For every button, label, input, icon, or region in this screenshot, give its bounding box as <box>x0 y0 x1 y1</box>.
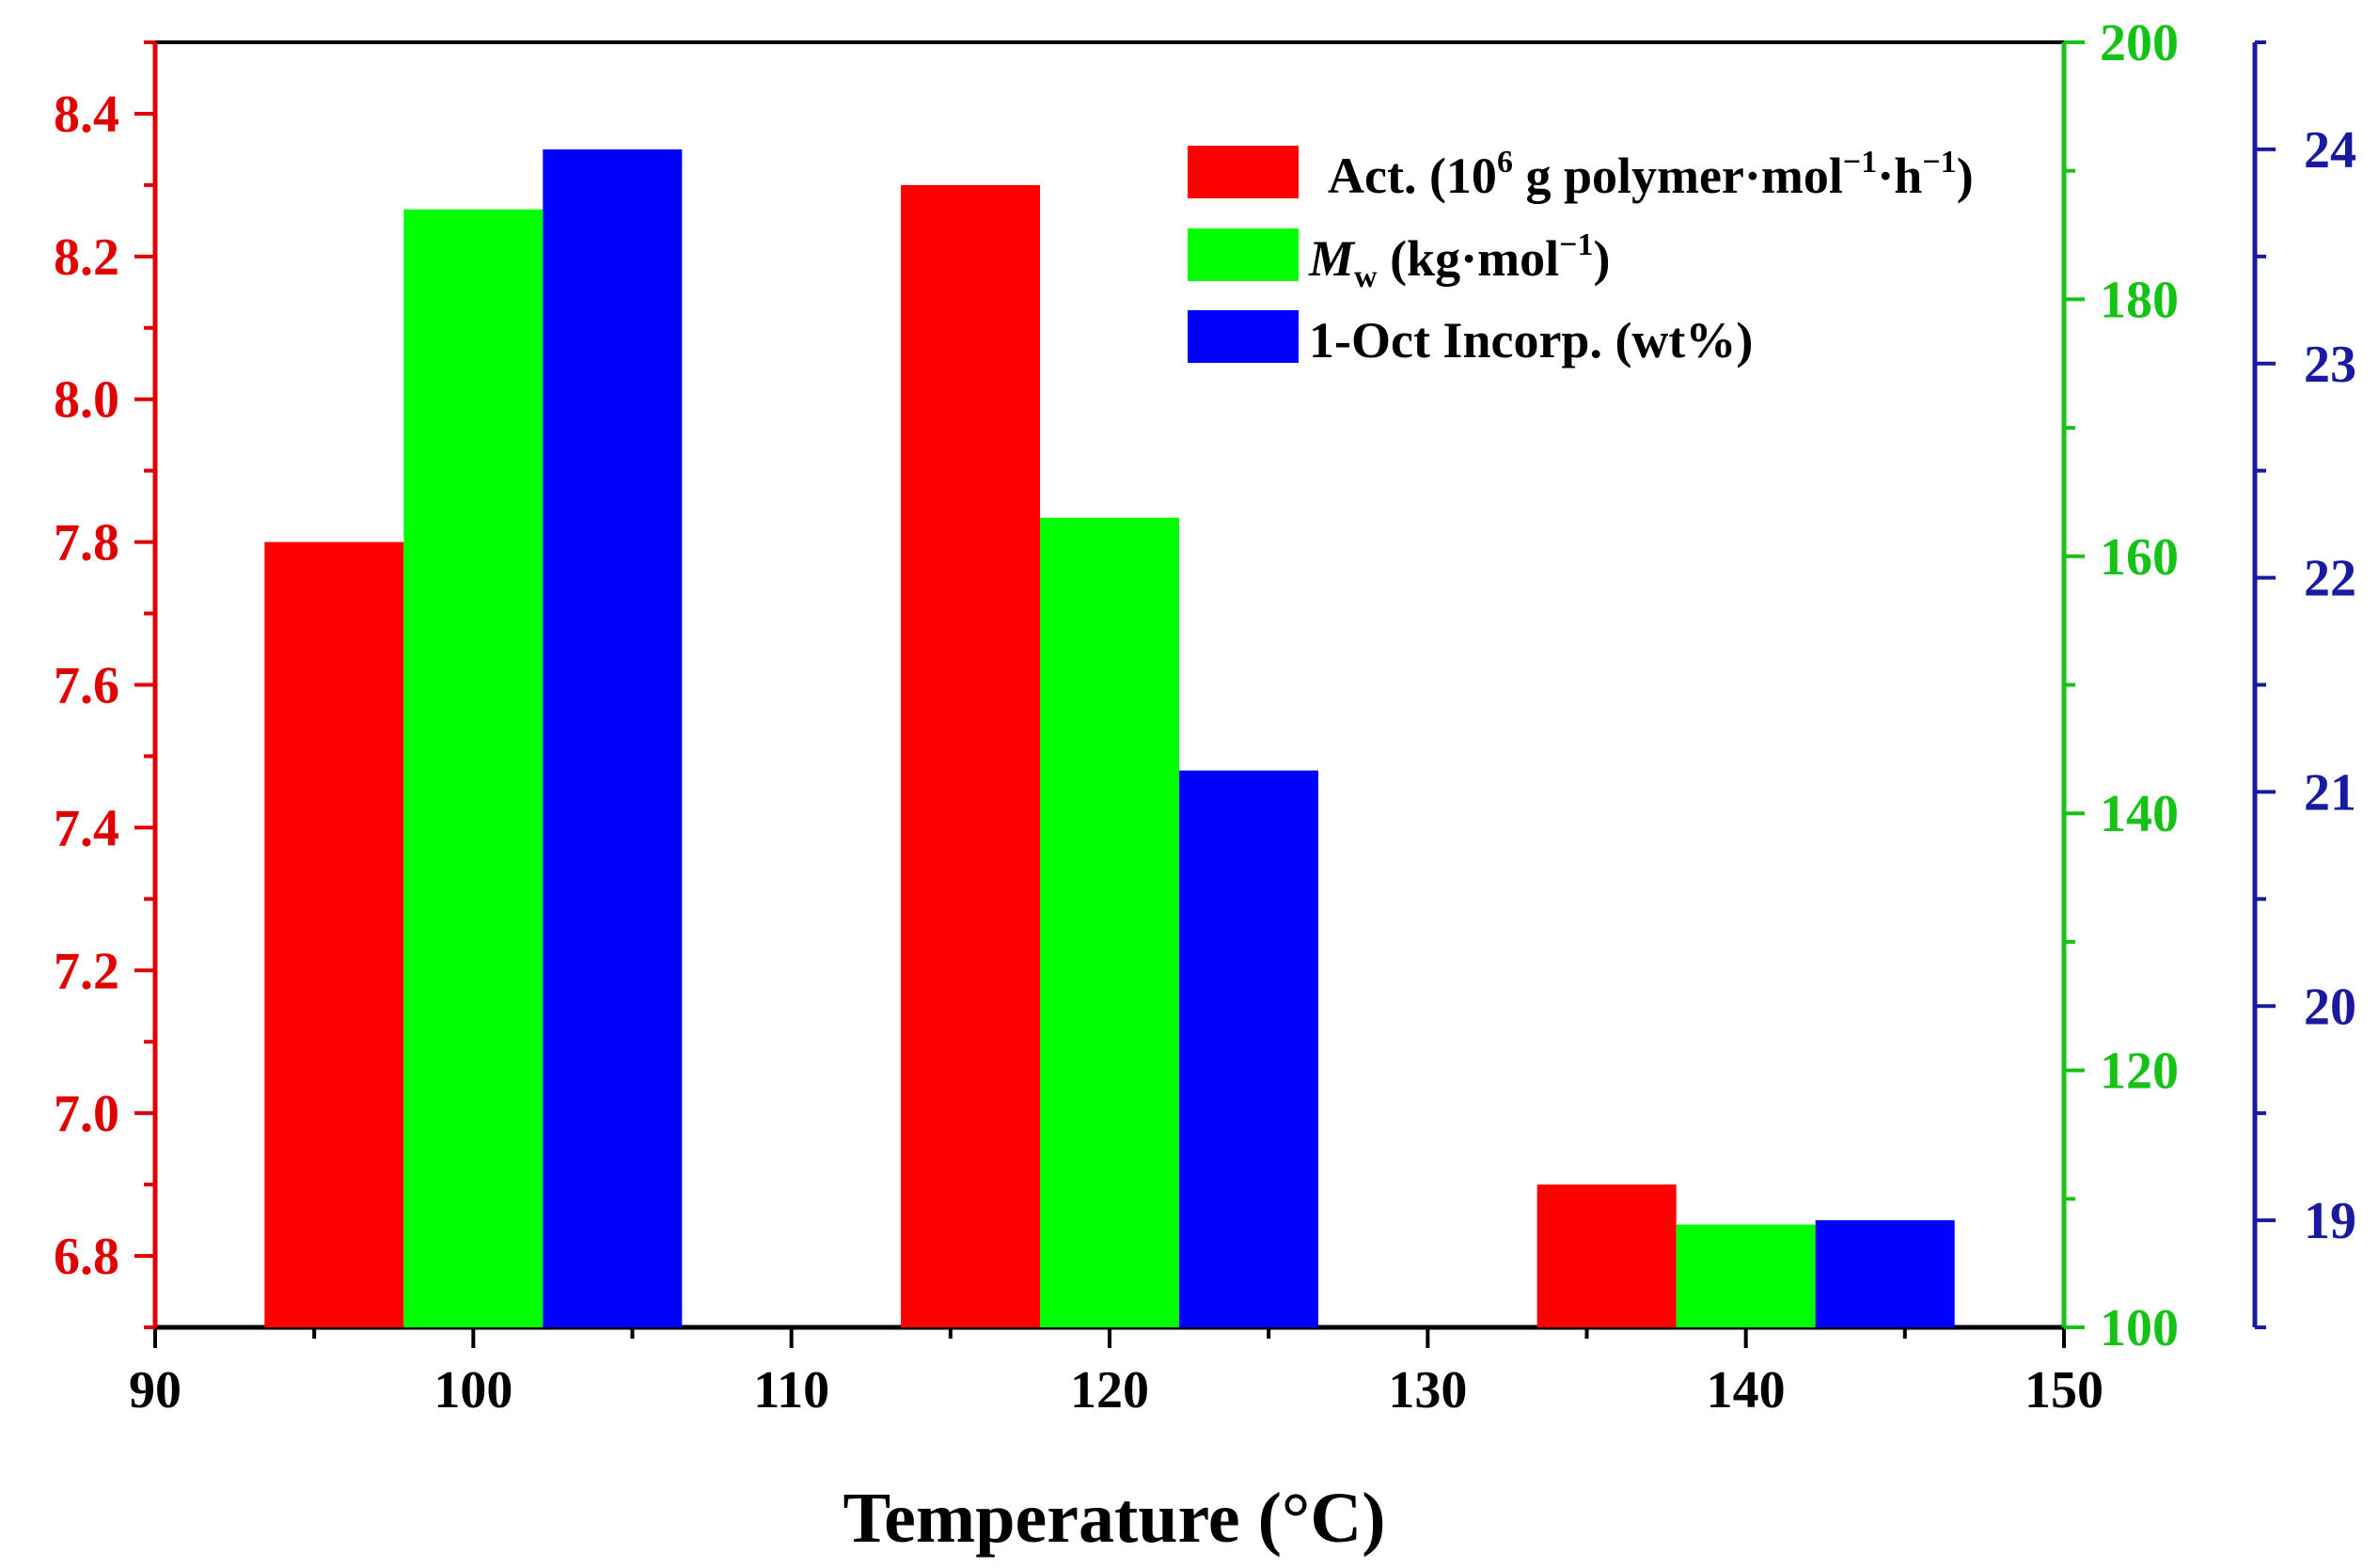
y-right1-tick-label-160: 160 <box>2100 528 2179 587</box>
y-left-tick-label-8.0: 8.0 <box>54 371 119 430</box>
x-tick-label-150: 150 <box>2025 1361 2103 1419</box>
legend-swatch-activity <box>1188 146 1299 198</box>
y-right2-tick-label-20: 20 <box>2304 978 2356 1036</box>
bar-mw-100 <box>403 209 544 1328</box>
y-right1-tick-label-100: 100 <box>2100 1299 2179 1357</box>
tick-group: 90 100 110 120 130 140 150 6.8 7.0 7.2 7.4 7.6 7.8 8.… <box>54 14 2356 1419</box>
y-left-tick-label-6.8: 6.8 <box>54 1228 119 1286</box>
bar-activity-120 <box>901 184 1040 1327</box>
y-left-tick-label-7.0: 7.0 <box>54 1085 119 1143</box>
y-right1-tick-label-140: 140 <box>2100 785 2179 843</box>
y-right2-tick-label-23: 23 <box>2304 336 2356 394</box>
bar-mw-120 <box>1040 517 1179 1327</box>
x-tick-label-130: 130 <box>1388 1361 1467 1419</box>
bar-incorp-120 <box>1179 770 1318 1327</box>
y-right2-tick-label-24: 24 <box>2304 121 2356 180</box>
x-tick-label-140: 140 <box>1707 1361 1786 1419</box>
legend: Act. (106 g polymer·mol−1·h−1) Mw (kg·mo… <box>1188 145 1974 368</box>
y-right2-tick-label-22: 22 <box>2304 550 2356 608</box>
legend-swatch-mw <box>1188 228 1299 281</box>
y-left-tick-label-8.2: 8.2 <box>54 228 119 287</box>
y-left-tick-label-8.4: 8.4 <box>54 86 119 144</box>
y-left-tick-label-7.8: 7.8 <box>54 514 119 572</box>
legend-label-incorp: 1-Oct Incorp. (wt%) <box>1309 312 1753 368</box>
bar-incorp-140 <box>1815 1220 1955 1327</box>
x-axis-title: Temperature (°C) <box>843 1479 1385 1558</box>
y-right1-tick-label-180: 180 <box>2100 271 2179 329</box>
y-right1-tick-label-120: 120 <box>2100 1043 2179 1101</box>
legend-swatch-incorp <box>1188 310 1299 363</box>
y-right2-tick-label-19: 19 <box>2304 1192 2356 1250</box>
x-tick-label-100: 100 <box>433 1361 512 1419</box>
y-left-tick-label-7.2: 7.2 <box>54 942 119 1000</box>
x-tick-label-90: 90 <box>129 1361 181 1419</box>
x-tick-label-120: 120 <box>1070 1361 1149 1419</box>
bar-series-group <box>264 149 1955 1328</box>
legend-label-activity: Act. (106 g polymer·mol−1·h−1) <box>1328 145 1974 204</box>
y-right1-tick-label-200: 200 <box>2100 14 2179 72</box>
bar-activity-100 <box>264 541 404 1327</box>
y-left-tick-label-7.4: 7.4 <box>54 799 119 857</box>
y-left-tick-label-7.6: 7.6 <box>54 657 119 715</box>
legend-label-mw: Mw (kg·mol−1) <box>1308 227 1610 294</box>
bar-incorp-100 <box>543 149 683 1328</box>
y-right2-tick-label-21: 21 <box>2304 763 2356 822</box>
bar-mw-140 <box>1676 1224 1816 1327</box>
x-tick-label-110: 110 <box>753 1361 829 1419</box>
bar-activity-140 <box>1536 1184 1677 1327</box>
